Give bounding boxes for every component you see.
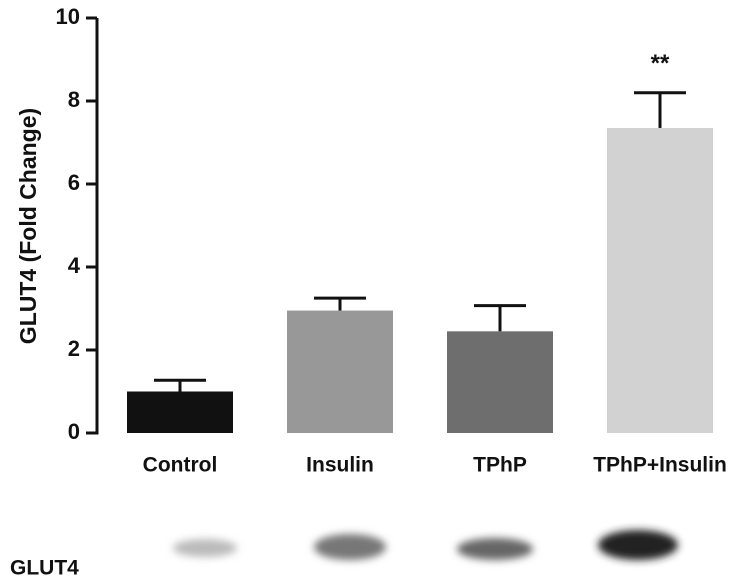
y-tick-label: 8 bbox=[68, 87, 80, 112]
y-tick-label: 4 bbox=[68, 253, 81, 278]
blot-band bbox=[457, 538, 533, 560]
bar bbox=[607, 127, 713, 433]
x-tick-label: TPhP+Insulin bbox=[593, 454, 727, 477]
bar bbox=[447, 331, 553, 433]
significance-annotation: ** bbox=[651, 50, 670, 77]
y-axis-label: GLUT4 (Fold Change) bbox=[15, 108, 41, 344]
bar bbox=[287, 310, 393, 433]
y-tick-label: 10 bbox=[56, 4, 80, 29]
blot-band bbox=[173, 539, 237, 557]
y-tick-label: 0 bbox=[68, 419, 80, 444]
western-blot bbox=[173, 530, 678, 560]
x-tick-label: Insulin bbox=[306, 454, 374, 477]
blot-band bbox=[598, 530, 678, 560]
bar bbox=[127, 391, 233, 433]
y-tick-label: 6 bbox=[68, 170, 80, 195]
blot-band bbox=[314, 534, 386, 560]
y-tick-label: 2 bbox=[68, 336, 80, 361]
x-tick-label: Control bbox=[143, 454, 218, 477]
blot-label: GLUT4 bbox=[10, 557, 79, 580]
x-tick-label: TPhP bbox=[473, 454, 527, 477]
